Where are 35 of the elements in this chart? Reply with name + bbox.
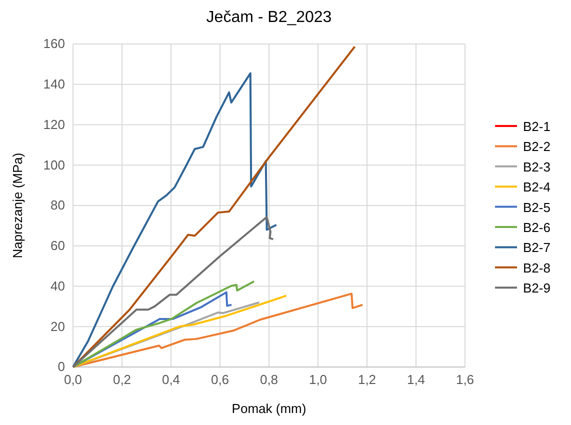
x-tick-label: 1,6: [456, 372, 474, 388]
y-tick-label: 100: [43, 157, 65, 172]
line-series: [72, 294, 288, 368]
line-series: [72, 280, 256, 368]
chart-title: Ječam - B2_2023: [206, 9, 332, 26]
x-tick-label: 1,2: [358, 372, 376, 388]
y-tick-label: 20: [50, 318, 65, 334]
y-tick-label: 140: [43, 76, 65, 92]
y-tick-label: 0: [58, 359, 65, 374]
y-tick-label: 160: [43, 36, 65, 52]
x-tick-label: 1,0: [308, 372, 328, 388]
legend-label: B2-3: [523, 159, 550, 174]
x-tick-label: 0,6: [210, 372, 230, 388]
y-tick-label: 40: [50, 278, 65, 294]
legend-label: B2-4: [523, 180, 550, 195]
line-series: [72, 72, 278, 368]
x-tick-label: 0,0: [64, 372, 82, 388]
legend-label: B2-1: [523, 119, 550, 134]
line-series: [72, 216, 274, 368]
legend-label: B2-6: [523, 220, 550, 235]
y-tick-label: 80: [50, 198, 65, 213]
legend-label: B2-9: [523, 280, 550, 296]
y-axis-title: Naprezanje (MPa): [10, 152, 25, 258]
y-tick-label: 60: [50, 238, 65, 254]
legend-label: B2-8: [523, 260, 550, 276]
legend-label: B2-5: [523, 200, 550, 215]
x-tick-label: 1,4: [406, 372, 426, 388]
x-axis-title: Pomak (mm): [232, 401, 306, 416]
x-tick-label: 0,4: [162, 372, 180, 388]
x-tick-label: 0,2: [112, 372, 132, 388]
legend-label: B2-7: [523, 240, 550, 256]
legend-label: B2-2: [523, 139, 550, 154]
x-tick-label: 0,8: [260, 372, 278, 388]
y-tick-label: 120: [43, 116, 65, 132]
line-series: [72, 292, 364, 368]
